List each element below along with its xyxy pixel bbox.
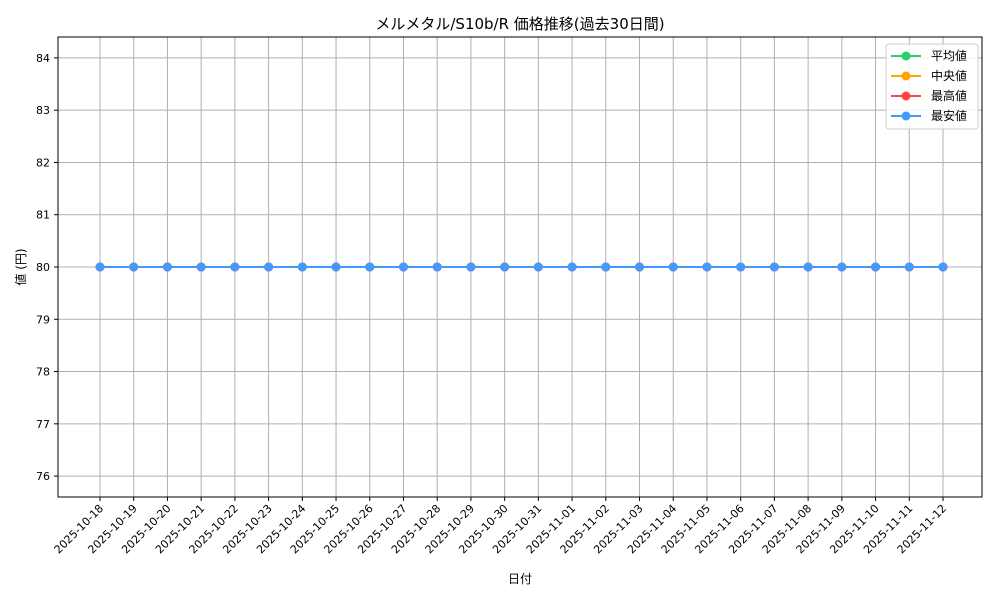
- y-tick-label: 84: [36, 52, 50, 65]
- data-point: [500, 262, 510, 272]
- legend-label: 平均値: [931, 48, 967, 63]
- data-point: [803, 262, 813, 272]
- data-point: [736, 262, 746, 272]
- y-tick-label: 83: [36, 104, 50, 117]
- data-point: [196, 262, 206, 272]
- legend-label: 最高値: [931, 88, 967, 103]
- x-axis-label: 日付: [508, 572, 532, 586]
- data-point: [769, 262, 779, 272]
- data-point: [668, 262, 678, 272]
- legend-label: 中央値: [931, 68, 967, 83]
- y-tick-label: 79: [36, 313, 50, 326]
- y-tick-label: 78: [36, 366, 50, 379]
- data-point: [904, 262, 914, 272]
- y-tick-label: 76: [36, 470, 50, 483]
- legend-label: 最安値: [931, 108, 967, 123]
- y-axis-label: 値 (円): [13, 248, 28, 285]
- chart-title: メルメタル/S10b/R 価格推移(過去30日間): [375, 15, 664, 33]
- data-point: [871, 262, 881, 272]
- data-point: [567, 262, 577, 272]
- data-point: [635, 262, 645, 272]
- data-point: [129, 262, 139, 272]
- data-point: [533, 262, 543, 272]
- legend-marker: [901, 71, 911, 81]
- legend-marker: [901, 91, 911, 101]
- data-point: [601, 262, 611, 272]
- data-point: [837, 262, 847, 272]
- data-point: [162, 262, 172, 272]
- y-tick-label: 81: [36, 209, 50, 222]
- legend-box: [885, 43, 979, 130]
- data-point: [702, 262, 712, 272]
- y-tick-label: 77: [36, 418, 50, 431]
- data-point: [230, 262, 240, 272]
- data-point: [264, 262, 274, 272]
- data-point: [95, 262, 105, 272]
- data-point: [432, 262, 442, 272]
- data-point: [365, 262, 375, 272]
- data-point: [297, 262, 307, 272]
- y-tick-label: 82: [36, 156, 50, 169]
- legend-marker: [901, 51, 911, 61]
- data-point: [938, 262, 948, 272]
- y-tick-label: 80: [36, 261, 50, 274]
- data-point: [466, 262, 476, 272]
- data-point: [331, 262, 341, 272]
- legend-marker: [901, 111, 911, 121]
- data-point: [398, 262, 408, 272]
